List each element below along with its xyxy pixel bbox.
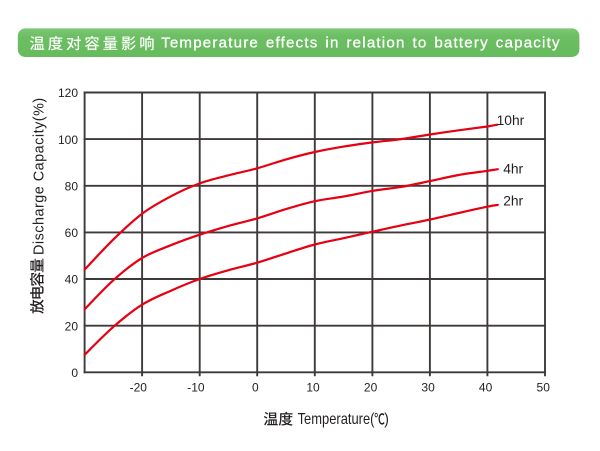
- svg-text:-20: -20: [130, 381, 148, 395]
- svg-text:2hr: 2hr: [503, 193, 523, 208]
- svg-text:10: 10: [306, 381, 320, 395]
- svg-text:40: 40: [479, 381, 493, 395]
- svg-text:Discharge Capacity(%): Discharge Capacity(%): [31, 97, 47, 255]
- svg-text:50: 50: [537, 381, 551, 395]
- svg-text:120: 120: [58, 86, 78, 100]
- svg-text:40: 40: [65, 273, 79, 287]
- svg-text:60: 60: [65, 226, 79, 240]
- svg-text:10hr: 10hr: [497, 113, 525, 128]
- svg-text:): ): [384, 411, 389, 428]
- svg-text:20: 20: [364, 381, 378, 395]
- svg-text:0: 0: [71, 366, 78, 380]
- svg-text:100: 100: [58, 133, 78, 147]
- svg-text:20: 20: [65, 319, 79, 333]
- svg-text:80: 80: [65, 180, 79, 194]
- svg-text:Temperature(: Temperature(: [298, 411, 375, 428]
- svg-text:0: 0: [252, 381, 259, 395]
- svg-text:-10: -10: [187, 381, 205, 395]
- svg-text:Temperature effects in relatio: Temperature effects in relation to batte…: [161, 34, 561, 51]
- svg-text:30: 30: [421, 381, 435, 395]
- svg-text:4hr: 4hr: [503, 161, 523, 176]
